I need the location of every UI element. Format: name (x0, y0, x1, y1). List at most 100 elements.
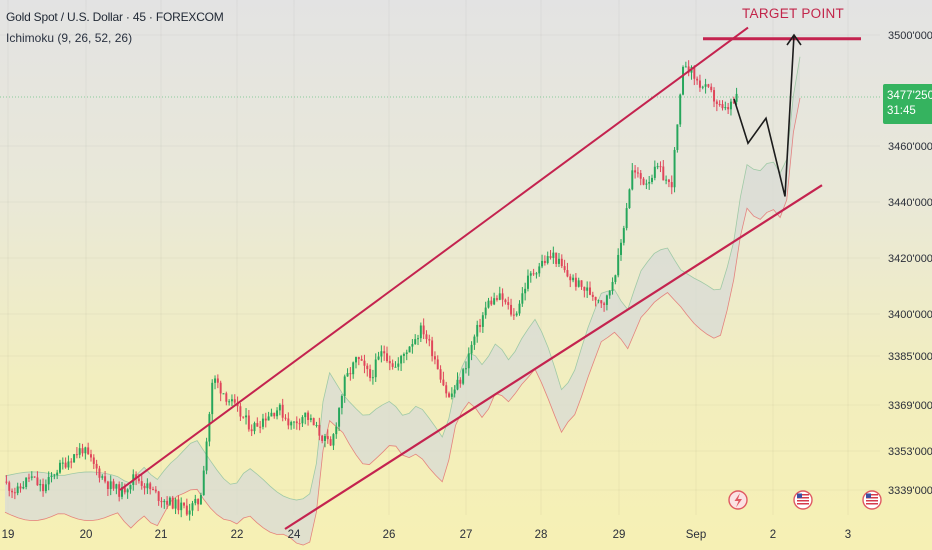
time-tick-label: Sep (686, 529, 706, 541)
candle-body (183, 502, 186, 506)
time-tick-label: 28 (535, 529, 548, 541)
price-tick-label: 3440'000 (888, 197, 932, 209)
candle-body (648, 181, 651, 184)
candle-body (504, 299, 507, 303)
candle-body (307, 412, 310, 420)
candle-body (287, 418, 290, 426)
candle-body (603, 303, 606, 305)
price-tick-label: 3500'000 (888, 30, 932, 42)
candle-body (628, 189, 631, 209)
candle-body (329, 439, 332, 446)
candle-body (146, 483, 149, 489)
candle-body (462, 369, 465, 384)
candle-body (402, 354, 405, 356)
candle-body (5, 481, 8, 483)
candle-body (19, 486, 22, 489)
candle-body (143, 485, 146, 489)
candle-body (168, 497, 171, 505)
us-flag-icon (862, 490, 882, 510)
candle-body (374, 359, 377, 378)
candle-body (312, 418, 315, 426)
candle-body (321, 435, 324, 441)
candle-body (121, 487, 123, 497)
lightning-icon-bolt (734, 493, 742, 508)
bar-countdown: 31:45 (887, 105, 916, 117)
candle-body (225, 393, 228, 402)
candle-body (39, 484, 42, 486)
time-tick-label: 26 (383, 529, 396, 541)
candle-body (92, 457, 95, 464)
price-tick-label: 3460'000 (888, 141, 932, 153)
candle-body (467, 353, 470, 369)
candle-body (363, 360, 366, 366)
projection-arrowhead (786, 33, 802, 46)
candle-body (8, 482, 11, 491)
candle-body (487, 300, 490, 308)
candle-body (222, 393, 225, 395)
candle-body (205, 441, 208, 471)
candle-body (414, 339, 417, 345)
candle-body (636, 172, 639, 174)
candle-body (391, 363, 394, 367)
candle-body (360, 359, 363, 361)
senkou-span-b (4, 97, 801, 546)
candle-body (61, 462, 64, 464)
candle-body (490, 300, 493, 305)
candle-body (464, 368, 467, 370)
candle-body (98, 468, 101, 478)
candle-body (326, 436, 329, 440)
candle-body (11, 490, 14, 493)
candle-body (242, 416, 245, 418)
candle-body (245, 415, 248, 418)
candle-body (25, 477, 28, 488)
candle-body (27, 477, 30, 479)
candle-body (631, 170, 634, 190)
candle-body (44, 484, 47, 492)
candle-body (129, 484, 132, 490)
candle-body (538, 266, 541, 274)
candle-body (95, 463, 98, 469)
candle-body (476, 324, 479, 337)
candle-body (89, 454, 92, 458)
candle-body (569, 276, 572, 281)
candle-body (456, 379, 459, 390)
event-icons (728, 490, 882, 510)
candle-body (428, 339, 431, 341)
time-tick-label: 2 (770, 529, 776, 541)
candle-body (56, 472, 59, 476)
candle-body (608, 290, 611, 296)
candle-body (253, 423, 256, 432)
candle-body (199, 494, 202, 505)
candle-body (645, 183, 648, 185)
candle-body (574, 277, 577, 287)
candle-body (586, 287, 589, 291)
candle-body (13, 492, 16, 494)
candle-body (597, 300, 600, 302)
candle-body (323, 436, 326, 441)
candle-body (693, 67, 696, 79)
price-tick-label: 3385'000 (888, 351, 932, 363)
candle-body (541, 260, 544, 267)
candle-body (250, 429, 253, 432)
us-flag-icon-stripe (797, 497, 809, 499)
candle-body (281, 404, 284, 418)
candle-body (332, 434, 335, 446)
candle-body (481, 315, 484, 327)
us-flag-icon-stripe (797, 500, 809, 502)
candle-body (50, 475, 53, 477)
candle-body (408, 346, 411, 353)
ichimoku-cloud (4, 56, 801, 546)
candle-body (340, 395, 343, 409)
candle-body (563, 266, 566, 271)
candle-body (529, 273, 532, 276)
candle-body (518, 303, 521, 314)
candle-body (473, 336, 476, 345)
candle-body (445, 385, 448, 394)
candle-body (104, 476, 107, 482)
indicator-label[interactable]: Ichimoku (9, 26, 52, 26) (6, 31, 133, 45)
candle-body (53, 475, 56, 477)
candle-body (157, 491, 160, 501)
candle-body (214, 378, 217, 383)
symbol-title: Gold Spot / U.S. Dollar · 45 · FOREXCOM (6, 10, 224, 24)
